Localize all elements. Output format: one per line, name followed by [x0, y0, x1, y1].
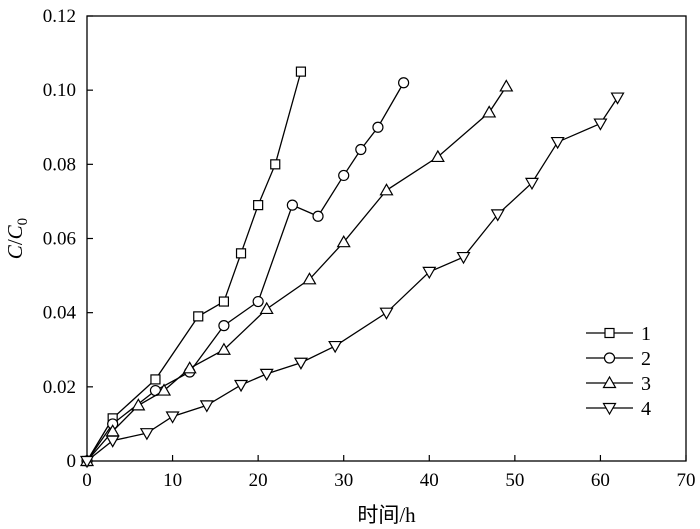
data-point-3: [499, 79, 514, 92]
data-point-4: [165, 411, 180, 424]
data-point-4: [293, 357, 308, 370]
series-1: [81, 66, 307, 467]
data-point-1: [193, 311, 204, 322]
data-point-4: [379, 307, 394, 320]
series-4: [79, 92, 625, 469]
data-point-4: [610, 92, 625, 105]
y-axis-title-separator: /: [3, 239, 27, 245]
data-point-3: [131, 398, 146, 411]
legend-marker: [602, 375, 617, 389]
legend-marker: [604, 327, 615, 339]
x-tick-label: 20: [249, 470, 268, 491]
y-tick-label: 0: [67, 451, 77, 472]
legend-marker: [603, 352, 616, 364]
series-2: [81, 77, 410, 467]
data-point-3: [379, 183, 394, 196]
data-point-3: [482, 105, 497, 118]
data-point-4: [199, 400, 214, 413]
data-point-2: [372, 121, 384, 133]
data-point-4: [105, 435, 120, 448]
legend-item-2: 2: [586, 348, 651, 370]
legend: 1 2 3 4: [586, 323, 651, 420]
data-point-1: [235, 248, 247, 259]
legend-label: 4: [641, 398, 651, 420]
data-point-2: [398, 77, 410, 89]
plot-frame: [86, 15, 687, 462]
series-line-1: [86, 71, 302, 462]
data-point-3: [430, 149, 445, 163]
data-point-3: [336, 234, 351, 248]
y-tick-label: 0.08: [43, 154, 76, 175]
x-tick-label: 50: [505, 470, 524, 491]
data-point-3: [259, 301, 274, 315]
data-point-4: [233, 379, 249, 393]
data-point-2: [252, 295, 264, 308]
y-axis-title-sub-index: 0: [15, 218, 31, 226]
data-point-4: [456, 251, 471, 265]
x-tick-label: 70: [677, 470, 696, 491]
legend-label: 3: [641, 373, 651, 395]
y-tick-label: 0.10: [43, 80, 76, 101]
data-point-2: [218, 320, 230, 332]
y-tick-label: 0.04: [43, 303, 77, 324]
legend-label: 2: [641, 348, 651, 370]
data-point-1: [150, 374, 161, 385]
legend-label: 1: [641, 323, 651, 345]
y-axis-title: C/C0: [3, 218, 31, 259]
data-point-1: [253, 200, 264, 211]
series-line-4: [86, 97, 619, 462]
x-tick-label: 40: [420, 470, 439, 491]
y-tick-label: 0.06: [43, 229, 76, 250]
legend-marker: [602, 402, 617, 416]
x-axis-title: 时间/h: [357, 503, 416, 527]
plot-area: [86, 15, 687, 462]
series-line-3: [86, 86, 507, 462]
x-tick-label: 60: [591, 470, 610, 491]
data-point-3: [156, 383, 172, 396]
data-point-4: [490, 209, 505, 222]
data-point-3: [302, 272, 317, 285]
data-point-4: [259, 368, 274, 382]
data-point-1: [295, 66, 307, 77]
y-axis-title-sub-base: C: [3, 224, 27, 239]
data-point-1: [270, 159, 281, 170]
data-point-1: [218, 296, 230, 307]
series-3: [79, 79, 514, 467]
x-tick-label: 30: [334, 470, 353, 491]
x-tick-label: 0: [82, 470, 92, 491]
data-point-4: [550, 136, 565, 150]
y-tick-label: 0.12: [43, 6, 76, 27]
data-point-4: [328, 340, 343, 354]
x-tick-label: 10: [163, 470, 182, 491]
data-point-2: [312, 210, 324, 222]
legend-item-3: 3: [586, 373, 651, 395]
data-point-3: [182, 361, 197, 374]
series-line-2: [86, 82, 405, 462]
data-point-4: [524, 177, 540, 191]
legend-item-4: 4: [586, 398, 651, 420]
y-axis-title-main: C: [3, 244, 27, 259]
legend-item-1: 1: [586, 323, 651, 345]
data-point-4: [422, 266, 437, 280]
axis-ticks: 0 10 20 30 40 50 60 70 0 0.02 0.04 0.06 0.08 0.10 0.12: [43, 6, 696, 491]
data-point-2: [286, 199, 298, 211]
data-point-4: [139, 428, 154, 441]
data-point-2: [355, 143, 367, 156]
series-layer: [79, 66, 625, 469]
data-point-4: [593, 118, 608, 131]
y-tick-label: 0.02: [43, 377, 76, 398]
data-point-2: [338, 169, 350, 182]
data-point-4: [79, 455, 95, 469]
data-point-3: [216, 342, 231, 355]
